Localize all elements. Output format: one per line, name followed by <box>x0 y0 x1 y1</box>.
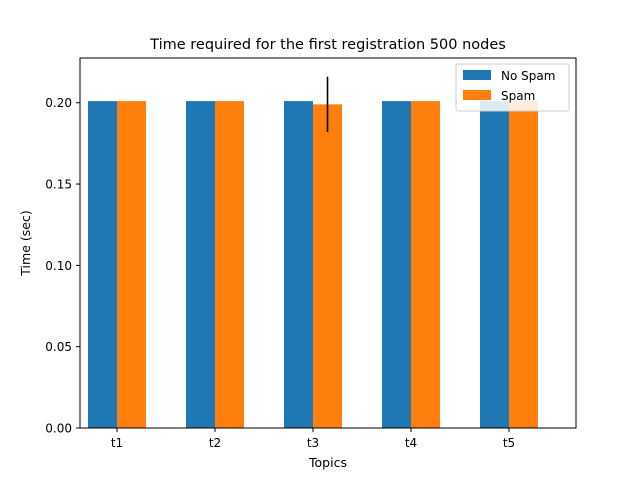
y-tick-label-0.10: 0.10 <box>45 259 72 273</box>
bar-t2-spam <box>215 101 244 428</box>
legend-label-no-spam: No Spam <box>501 69 555 83</box>
y-tick-label-0.15: 0.15 <box>45 178 72 192</box>
bar-t3-no-spam <box>284 101 313 428</box>
y-tick-label-0.20: 0.20 <box>45 96 72 110</box>
bar-t4-spam <box>411 101 440 428</box>
bar-t3-spam <box>313 104 342 428</box>
bar-t1-spam <box>117 101 146 428</box>
x-tick-label-t1: t1 <box>111 436 123 450</box>
axes-frame <box>79 57 577 429</box>
plot-area: t1 t2 t3 t4 t5 0.00 0.05 0.10 0.15 0.20 <box>45 57 577 450</box>
chart-title: Time required for the first registration… <box>149 37 506 53</box>
bar-t2-no-spam <box>186 101 215 428</box>
y-axis-label: Time (sec) <box>18 210 33 276</box>
legend-label-spam: Spam <box>501 89 535 103</box>
x-tick-label-t2: t2 <box>209 436 221 450</box>
x-tick-label-t5: t5 <box>503 436 515 450</box>
legend-swatch-no-spam <box>463 70 491 80</box>
x-tick-label-t4: t4 <box>405 436 417 450</box>
y-tick-label-0.05: 0.05 <box>45 340 72 354</box>
bar-t5-spam <box>509 101 538 428</box>
x-axis-label: Topics <box>308 455 347 470</box>
legend: No Spam Spam <box>455 63 570 112</box>
bar-t4-no-spam <box>382 101 411 428</box>
y-tick-label-0.00: 0.00 <box>45 422 72 436</box>
bar-t1-no-spam <box>88 101 117 428</box>
x-tick-label-t3: t3 <box>307 436 319 450</box>
legend-swatch-spam <box>463 90 491 100</box>
bar-t5-no-spam <box>480 101 509 428</box>
